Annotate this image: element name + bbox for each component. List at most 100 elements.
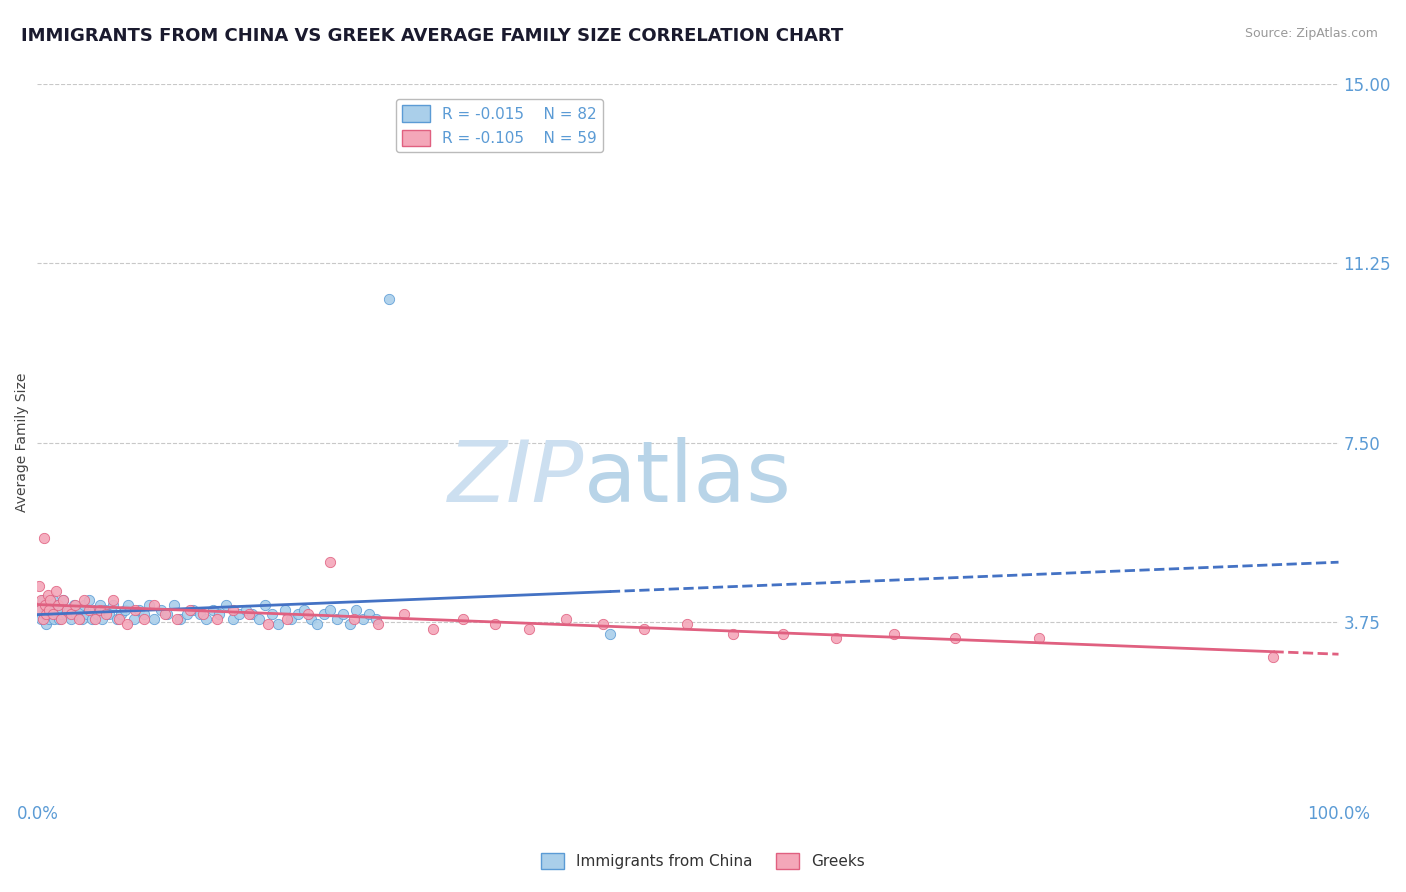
- Point: [143, 598, 166, 612]
- Point: [31, 612, 53, 626]
- Text: IMMIGRANTS FROM CHINA VS GREEK AVERAGE FAMILY SIZE CORRELATION CHART: IMMIGRANTS FROM CHINA VS GREEK AVERAGE F…: [21, 27, 844, 45]
- Point: [163, 598, 186, 612]
- Point: [183, 602, 205, 616]
- Point: [79, 602, 101, 616]
- Point: [30, 593, 52, 607]
- Point: [273, 602, 295, 616]
- Point: [31, 593, 53, 607]
- Point: [41, 607, 63, 622]
- Point: [114, 602, 136, 616]
- Point: [83, 602, 105, 616]
- Point: [117, 598, 139, 612]
- Point: [65, 607, 87, 622]
- Point: [132, 612, 155, 626]
- Point: [70, 612, 93, 626]
- Point: [124, 602, 146, 616]
- Point: [132, 607, 155, 622]
- Point: [60, 612, 83, 626]
- Point: [633, 622, 655, 636]
- Point: [49, 612, 72, 626]
- Point: [45, 583, 67, 598]
- Point: [143, 612, 166, 626]
- Point: [367, 617, 389, 632]
- Point: [297, 607, 319, 622]
- Point: [191, 607, 214, 622]
- Point: [37, 588, 59, 602]
- Point: [67, 602, 90, 616]
- Point: [1028, 632, 1050, 646]
- Text: ZIP: ZIP: [447, 437, 583, 520]
- Point: [332, 607, 354, 622]
- Point: [46, 598, 69, 612]
- Point: [260, 607, 283, 622]
- Point: [215, 598, 238, 612]
- Point: [188, 607, 211, 622]
- Point: [359, 607, 381, 622]
- Point: [45, 607, 67, 622]
- Point: [63, 598, 86, 612]
- Point: [122, 612, 145, 626]
- Point: [28, 602, 51, 616]
- Point: [86, 607, 108, 622]
- Point: [28, 602, 51, 616]
- Point: [94, 602, 117, 616]
- Point: [592, 617, 614, 632]
- Point: [79, 593, 101, 607]
- Point: [89, 598, 111, 612]
- Point: [256, 617, 278, 632]
- Point: [76, 607, 98, 622]
- Point: [91, 612, 114, 626]
- Point: [38, 602, 60, 616]
- Point: [517, 622, 540, 636]
- Point: [49, 607, 72, 622]
- Point: [138, 598, 160, 612]
- Legend: Immigrants from China, Greeks: Immigrants from China, Greeks: [536, 847, 870, 875]
- Point: [55, 607, 77, 622]
- Point: [235, 602, 257, 616]
- Point: [825, 632, 848, 646]
- Point: [37, 602, 59, 616]
- Point: [422, 622, 444, 636]
- Point: [1263, 650, 1285, 665]
- Point: [221, 612, 243, 626]
- Point: [83, 612, 105, 626]
- Point: [73, 593, 96, 607]
- Legend: R = -0.015    N = 82, R = -0.105    N = 59: R = -0.015 N = 82, R = -0.105 N = 59: [396, 99, 603, 153]
- Point: [46, 598, 69, 612]
- Point: [319, 555, 342, 569]
- Point: [276, 612, 298, 626]
- Point: [201, 602, 224, 616]
- Point: [267, 617, 290, 632]
- Point: [30, 612, 52, 626]
- Point: [73, 598, 96, 612]
- Point: [228, 607, 250, 622]
- Point: [882, 626, 904, 640]
- Point: [38, 612, 60, 626]
- Point: [110, 607, 132, 622]
- Point: [35, 617, 58, 632]
- Y-axis label: Average Family Size: Average Family Size: [15, 373, 30, 512]
- Point: [153, 607, 176, 622]
- Point: [42, 607, 65, 622]
- Point: [195, 612, 218, 626]
- Point: [312, 607, 335, 622]
- Point: [89, 602, 111, 616]
- Point: [128, 602, 150, 616]
- Point: [101, 598, 124, 612]
- Point: [238, 607, 260, 622]
- Point: [58, 602, 80, 616]
- Point: [364, 612, 387, 626]
- Point: [51, 602, 73, 616]
- Point: [943, 632, 966, 646]
- Point: [339, 617, 361, 632]
- Point: [34, 598, 56, 612]
- Point: [156, 607, 179, 622]
- Point: [772, 626, 794, 640]
- Point: [115, 617, 138, 632]
- Point: [208, 607, 231, 622]
- Point: [96, 607, 118, 622]
- Point: [221, 602, 243, 616]
- Point: [39, 598, 62, 612]
- Point: [48, 612, 70, 626]
- Point: [179, 602, 201, 616]
